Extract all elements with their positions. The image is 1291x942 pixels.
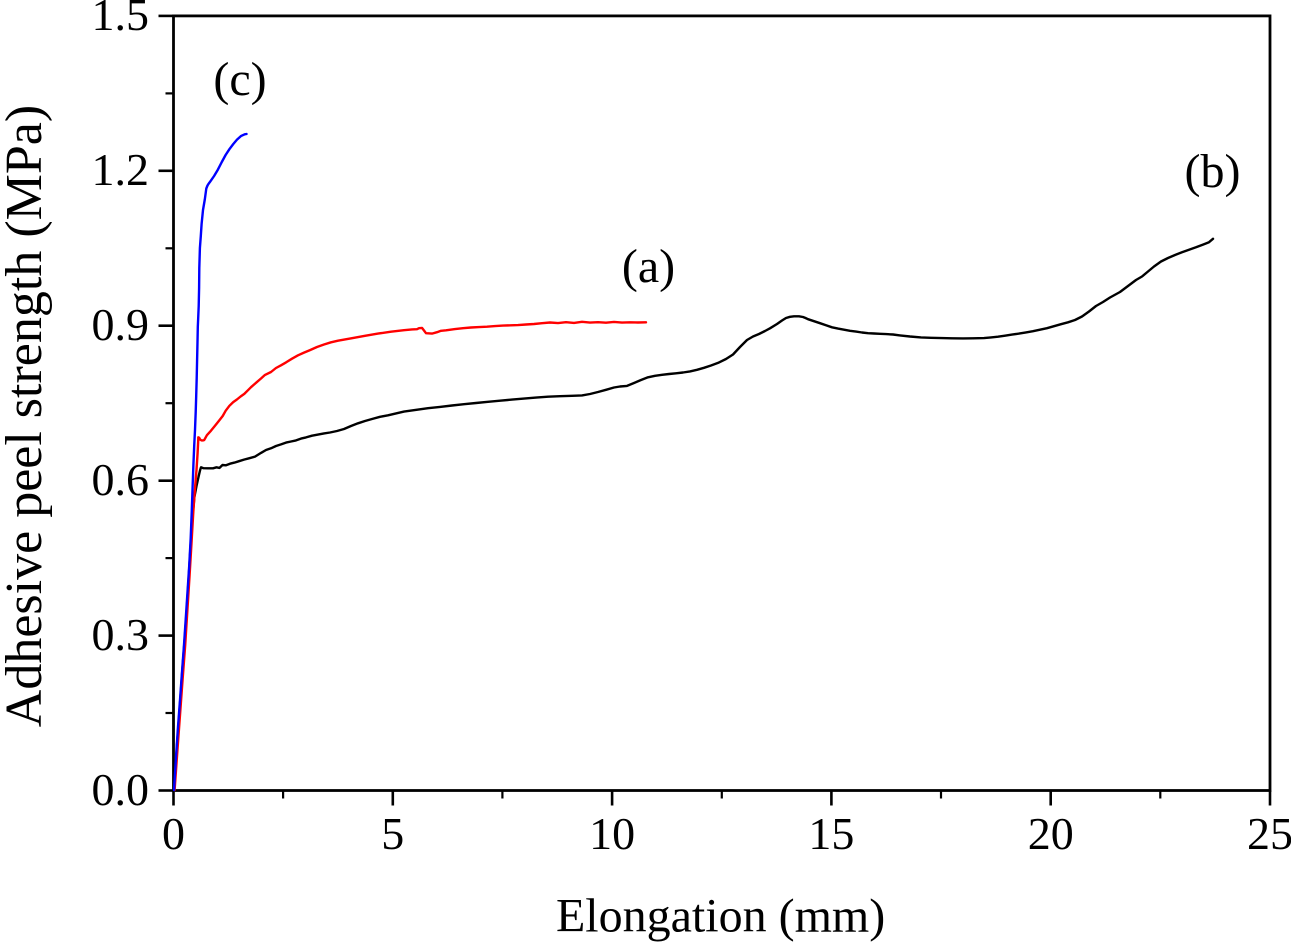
svg-text:1.2: 1.2: [92, 144, 150, 195]
svg-text:Adhesive peel strength (MPa): Adhesive peel strength (MPa): [0, 105, 53, 727]
svg-text:0.6: 0.6: [92, 454, 150, 505]
svg-text:10: 10: [589, 808, 635, 859]
svg-text:(b): (b): [1185, 145, 1241, 198]
svg-text:(a): (a): [622, 240, 675, 293]
svg-text:0.9: 0.9: [92, 299, 150, 350]
svg-text:(c): (c): [213, 53, 266, 106]
svg-text:15: 15: [808, 808, 854, 859]
svg-text:Elongation (mm): Elongation (mm): [556, 890, 885, 942]
svg-text:20: 20: [1028, 808, 1074, 859]
svg-text:25: 25: [1247, 808, 1291, 859]
svg-text:0.3: 0.3: [92, 609, 150, 660]
svg-text:5: 5: [381, 808, 404, 859]
svg-text:1.5: 1.5: [92, 0, 150, 40]
svg-text:0: 0: [162, 808, 185, 859]
svg-text:0.0: 0.0: [92, 764, 150, 815]
